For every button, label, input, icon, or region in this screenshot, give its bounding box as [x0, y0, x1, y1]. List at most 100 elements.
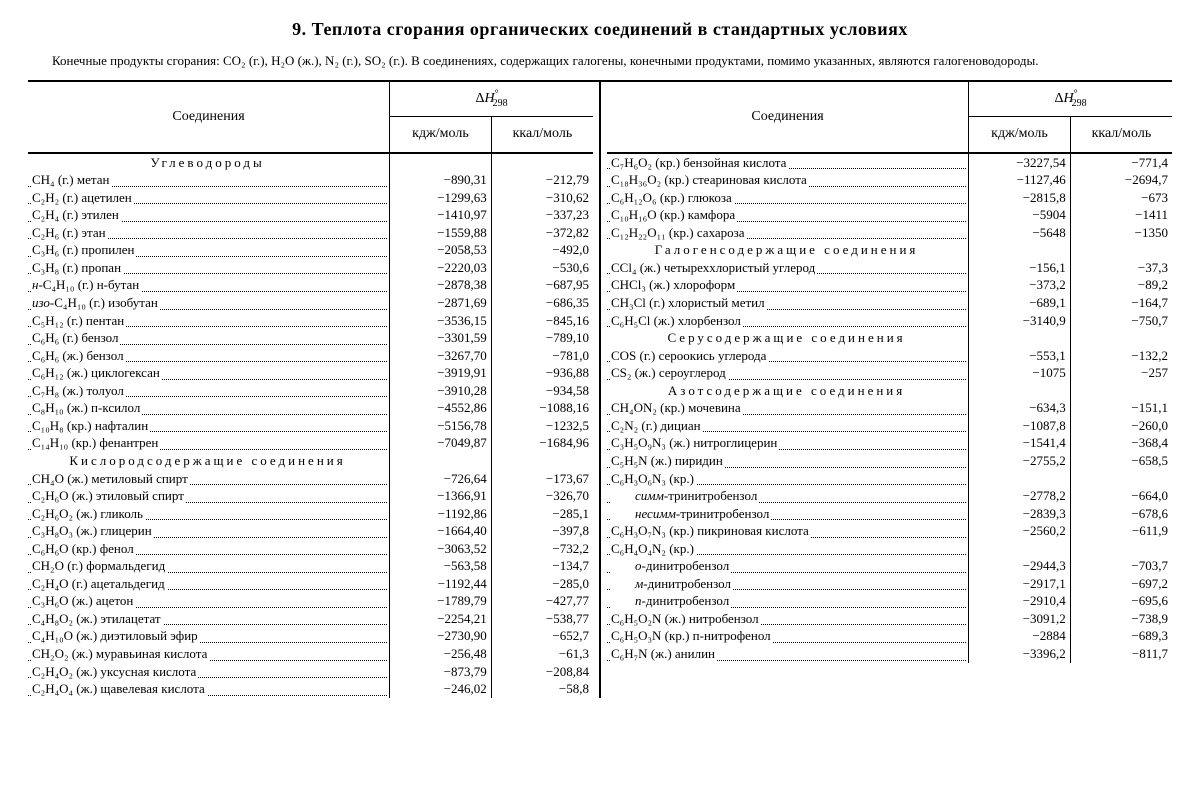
value-kcal: −164,7 [1070, 294, 1172, 312]
compound-name: C₃H₅O₉N₃ (ж.) нитроглицерин [607, 434, 969, 452]
value-kj: −3396,2 [969, 645, 1071, 663]
compound-name: C₇H₈ (ж.) толуол [28, 382, 390, 400]
value-kj: −5904 [969, 206, 1071, 224]
value-kj: −2871,69 [390, 294, 492, 312]
value-kcal: −689,3 [1070, 627, 1172, 645]
value-kcal: −697,2 [1070, 575, 1172, 593]
value-kcal: −212,79 [491, 171, 593, 189]
value-kj: −726,64 [390, 470, 492, 488]
compound-name: COS (г.) сероокись углерода [607, 347, 969, 365]
value-kj: −3910,28 [390, 382, 492, 400]
compound-name: C₆H₇N (ж.) анилин [607, 645, 969, 663]
col-kj: кдж/моль [390, 117, 492, 153]
compound-name: C₇H₆O₂ (кр.) бензойная кислота [607, 154, 969, 172]
value-kj: −4552,86 [390, 399, 492, 417]
compound-name: C₆H₄O₄N₂ (кр.) [607, 540, 969, 558]
compound-name: C₅H₅N (ж.) пиридин [607, 452, 969, 470]
compound-name: симм-тринитробензол [607, 487, 969, 505]
compound-name: C₂H₄ (г.) этилен [28, 206, 390, 224]
value-kcal: −37,3 [1070, 259, 1172, 277]
compound-name: м-динитробензол [607, 575, 969, 593]
compound-name: C₆H₁₂ (ж.) циклогексан [28, 364, 390, 382]
value-kj: −1789,79 [390, 592, 492, 610]
compound-name: C₂H₂ (г.) ацетилен [28, 189, 390, 207]
compound-name: C₆H₅Cl (ж.) хлорбензол [607, 312, 969, 330]
rows-right: C₇H₆O₂ (кр.) бензойная кислота−3227,54−7… [607, 154, 1172, 663]
value-kj: −3063,52 [390, 540, 492, 558]
value-kcal: −695,6 [1070, 592, 1172, 610]
section-heading: Азотсодержащие соединения [607, 382, 969, 400]
value-kj: −3301,59 [390, 329, 492, 347]
compound-name: C₃H₈O₃ (ж.) глицерин [28, 522, 390, 540]
compound-name: C₅H₁₂ (г.) пентан [28, 312, 390, 330]
value-kj: −1192,86 [390, 505, 492, 523]
compound-name: CH₄ (г.) метан [28, 171, 390, 189]
compound-name: C₁₀H₁₆O (кр.) камфора [607, 206, 969, 224]
value-kcal: −310,62 [491, 189, 593, 207]
value-kcal: −372,82 [491, 224, 593, 242]
compound-name: C₂H₆O₂ (ж.) гликоль [28, 505, 390, 523]
value-kj: −3267,70 [390, 347, 492, 365]
value-kcal: −703,7 [1070, 557, 1172, 575]
value-kcal: −61,3 [491, 645, 593, 663]
value-kcal: −285,0 [491, 575, 593, 593]
value-kj: −563,58 [390, 557, 492, 575]
value-kj: −1664,40 [390, 522, 492, 540]
compound-name: C₂H₄O₂ (ж.) уксусная кислота [28, 663, 390, 681]
compound-name: CS₂ (ж.) сероуглерод [607, 364, 969, 382]
section-heading: Углеводороды [28, 154, 390, 172]
value-kcal: −368,4 [1070, 434, 1172, 452]
compound-name: C₆H₃O₇N₃ (кр.) пикриновая кислота [607, 522, 969, 540]
value-kcal: −1350 [1070, 224, 1172, 242]
value-kj: −1559,88 [390, 224, 492, 242]
value-kj: −246,02 [390, 680, 492, 698]
value-kj: −553,1 [969, 347, 1071, 365]
col-compound: Соединения [28, 82, 390, 152]
value-kj: −5648 [969, 224, 1071, 242]
compound-name: C₂H₆ (г.) этан [28, 224, 390, 242]
compound-name: C₂H₄O₄ (ж.) щавелевая кислота [28, 680, 390, 698]
value-kcal: −652,7 [491, 627, 593, 645]
value-kcal: −208,84 [491, 663, 593, 681]
value-kcal [1070, 540, 1172, 558]
compound-name: C₂N₂ (г.) дициан [607, 417, 969, 435]
value-kcal: −326,70 [491, 487, 593, 505]
value-kj: −2778,2 [969, 487, 1071, 505]
compound-name: C₂H₄O (г.) ацетальдегид [28, 575, 390, 593]
compound-name: о-динитробензол [607, 557, 969, 575]
value-kj [969, 540, 1071, 558]
value-kcal: −687,95 [491, 276, 593, 294]
compound-name: C₈H₁₀ (ж.) п-ксилол [28, 399, 390, 417]
value-kcal: −936,88 [491, 364, 593, 382]
value-kj: −2560,2 [969, 522, 1071, 540]
value-kj: −2839,3 [969, 505, 1071, 523]
value-kj: −373,2 [969, 276, 1071, 294]
value-kj: −2944,3 [969, 557, 1071, 575]
value-kcal: −771,4 [1070, 154, 1172, 172]
value-kcal: −1684,96 [491, 434, 593, 452]
compound-name: C₄H₁₀O (ж.) диэтиловый эфир [28, 627, 390, 645]
value-kj: −1366,91 [390, 487, 492, 505]
value-kcal: −285,1 [491, 505, 593, 523]
header-right: Соединения ΔH°298 кдж/моль ккал/моль [607, 82, 1172, 153]
col-kj: кдж/моль [969, 117, 1071, 153]
compound-name: изо-C₄H₁₀ (г.) изобутан [28, 294, 390, 312]
value-kj: −2058,53 [390, 241, 492, 259]
value-kj: −2254,21 [390, 610, 492, 628]
value-kj: −2878,38 [390, 276, 492, 294]
value-kcal: −173,67 [491, 470, 593, 488]
value-kcal: −89,2 [1070, 276, 1172, 294]
compound-name: несимм-тринитробензол [607, 505, 969, 523]
value-kj: −3227,54 [969, 154, 1071, 172]
value-kj: −2815,8 [969, 189, 1071, 207]
compound-name: н-C₄H₁₀ (г.) н-бутан [28, 276, 390, 294]
value-kj: −1541,4 [969, 434, 1071, 452]
col-kcal: ккал/моль [491, 117, 593, 153]
value-kj: −2730,90 [390, 627, 492, 645]
compound-name: CH₂O (г.) формальдегид [28, 557, 390, 575]
compound-name: CH₃Cl (г.) хлористый метил [607, 294, 969, 312]
value-kj: −2220,03 [390, 259, 492, 277]
left-column: Соединения ΔH°298 кдж/моль ккал/моль Угл… [28, 82, 601, 697]
compound-name: C₆H₆ (ж.) бензол [28, 347, 390, 365]
value-kcal: −492,0 [491, 241, 593, 259]
